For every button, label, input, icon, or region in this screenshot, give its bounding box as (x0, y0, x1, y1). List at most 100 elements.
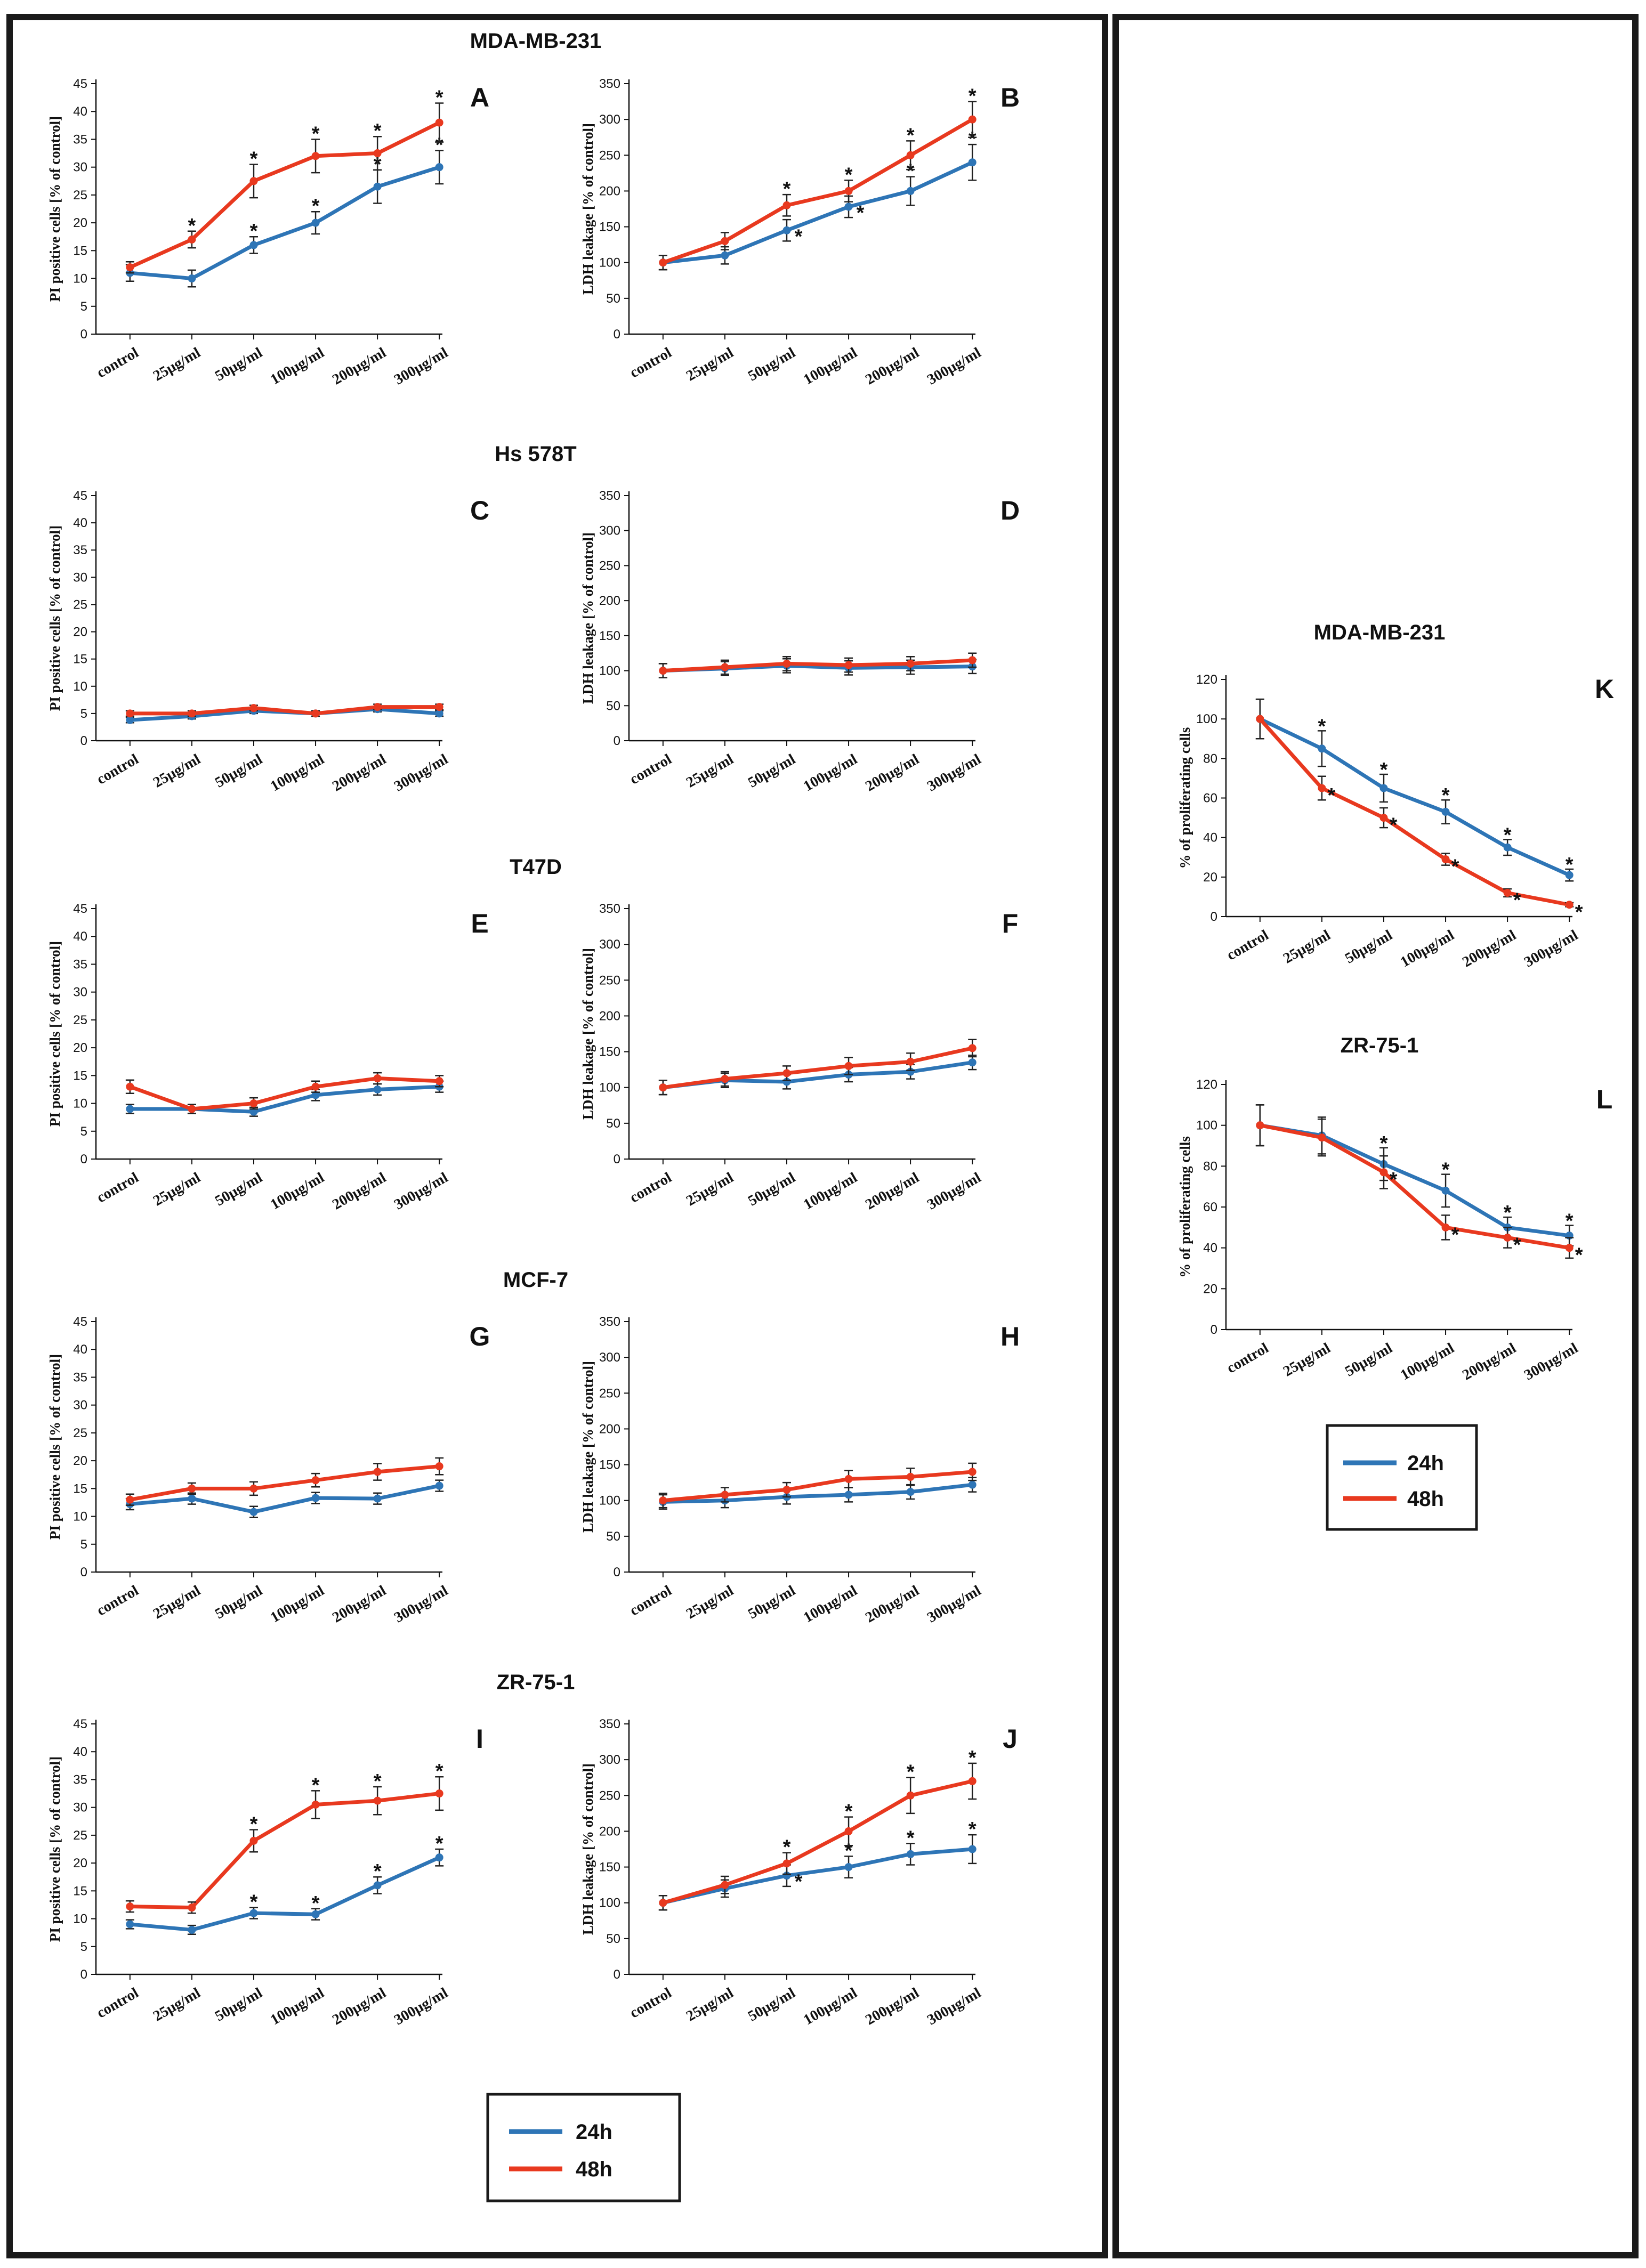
data-point (249, 177, 258, 185)
series-48h (658, 652, 977, 678)
data-point (721, 1881, 729, 1889)
y-tick-label: 100 (599, 1896, 620, 1910)
y-axis-title: LDH leakage [% of control] (580, 948, 596, 1120)
y-tick-label: 100 (599, 664, 620, 678)
panel-letter: K (1595, 674, 1614, 704)
y-tick-label: 150 (599, 220, 620, 234)
legend-right: 24h 48h (1326, 1424, 1478, 1531)
y-tick-label: 150 (599, 629, 620, 643)
y-tick-label: 40 (73, 104, 87, 119)
legend-label-24h: 24h (576, 2120, 612, 2144)
y-tick-label: 45 (73, 1315, 87, 1329)
significance-marker: * (1442, 784, 1450, 807)
data-point (188, 274, 196, 283)
significance-marker: * (250, 220, 258, 242)
panel-letter: B (1000, 83, 1020, 112)
significance-marker: * (188, 215, 196, 237)
series-24h (658, 1477, 977, 1510)
significance-marker: * (1328, 784, 1336, 807)
data-point (126, 1105, 134, 1113)
series-line-48h (130, 1792, 440, 1910)
panel-letter: E (471, 909, 488, 938)
data-point (844, 203, 853, 211)
y-tick-label: 35 (73, 132, 87, 147)
significance-marker: * (1513, 1234, 1521, 1257)
y-tick-label: 0 (80, 1967, 87, 1982)
group-title-zr751: ZR-75-1 (497, 1671, 575, 1694)
data-point (373, 1796, 382, 1805)
y-tick-label: 20 (1203, 870, 1217, 885)
data-point (968, 656, 977, 665)
series-24h (125, 1080, 444, 1117)
significance-marker: * (435, 1833, 443, 1855)
y-tick-label: 0 (80, 734, 87, 748)
y-tick-label: 35 (73, 1772, 87, 1787)
y-tick-label: 350 (599, 1315, 620, 1329)
series-48h (125, 703, 444, 718)
data-point (968, 1058, 977, 1067)
legend-label-48h: 48h (576, 2158, 612, 2181)
data-point (126, 1920, 134, 1929)
y-tick-label: 200 (599, 184, 620, 198)
group-title-mda-mb-231-prolif: MDA-MB-231 (1314, 621, 1446, 644)
significance-marker: * (312, 123, 320, 145)
y-tick-label: 50 (606, 699, 620, 713)
y-tick-label: 45 (73, 77, 87, 91)
y-tick-label: 50 (606, 1116, 620, 1131)
significance-marker: * (1566, 1210, 1574, 1233)
data-point (188, 709, 196, 718)
y-tick-label: 50 (606, 291, 620, 306)
y-tick-label: 0 (614, 734, 620, 748)
data-point (1379, 1168, 1388, 1177)
significance-marker: * (1566, 854, 1574, 876)
y-tick-label: 15 (73, 1884, 87, 1898)
y-tick-label: 100 (599, 1081, 620, 1095)
series-line-48h (129, 120, 440, 269)
series-line-48h (129, 1076, 440, 1111)
data-point (659, 667, 667, 675)
y-tick-label: 0 (1211, 1323, 1217, 1337)
data-point (311, 1082, 320, 1091)
data-point (844, 187, 853, 195)
data-point (311, 1910, 320, 1918)
series-line-24h (130, 1856, 440, 1932)
significance-marker: * (312, 1892, 320, 1915)
series-line-48h (662, 1779, 973, 1905)
significance-marker: * (1390, 814, 1398, 837)
y-tick-label: 5 (80, 1537, 87, 1552)
panel-letter: H (1000, 1322, 1020, 1351)
y-tick-label: 120 (1196, 673, 1217, 687)
y-tick-label: 25 (73, 1828, 87, 1843)
y-tick-label: 30 (73, 985, 87, 1000)
y-tick-label: 15 (73, 1068, 87, 1083)
data-point (1441, 807, 1450, 816)
y-tick-label: 250 (599, 148, 620, 163)
y-tick-label: 25 (73, 1013, 87, 1027)
group-title-zr751-prolif: ZR-75-1 (1341, 1034, 1419, 1057)
data-point (1503, 843, 1512, 852)
y-tick-label: 80 (1203, 751, 1217, 766)
y-tick-label: 0 (80, 327, 87, 342)
data-point (1256, 1121, 1264, 1130)
data-point (906, 1472, 915, 1481)
y-tick-label: 35 (73, 1370, 87, 1384)
significance-marker: * (845, 164, 853, 186)
y-tick-label: 40 (73, 516, 87, 530)
group-title-hs578t: Hs 578T (495, 442, 576, 466)
data-point (968, 1468, 977, 1476)
series-48h: * * * * (125, 1760, 444, 1914)
data-point (782, 1486, 791, 1494)
y-axis-title: LDH leakage [% of control] (580, 123, 596, 295)
y-tick-label: 350 (599, 77, 620, 91)
series-24h (125, 1479, 444, 1518)
y-tick-label: 250 (599, 558, 620, 573)
data-point (1318, 744, 1326, 753)
y-tick-label: 10 (73, 1912, 87, 1926)
y-tick-label: 350 (599, 489, 620, 503)
data-point (373, 1494, 382, 1503)
data-point (906, 187, 915, 195)
significance-marker: * (1318, 715, 1326, 738)
data-point (782, 226, 791, 234)
